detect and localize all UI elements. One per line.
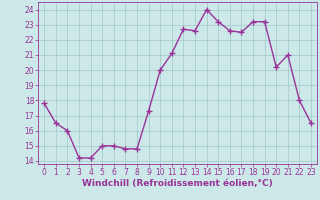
X-axis label: Windchill (Refroidissement éolien,°C): Windchill (Refroidissement éolien,°C) — [82, 179, 273, 188]
